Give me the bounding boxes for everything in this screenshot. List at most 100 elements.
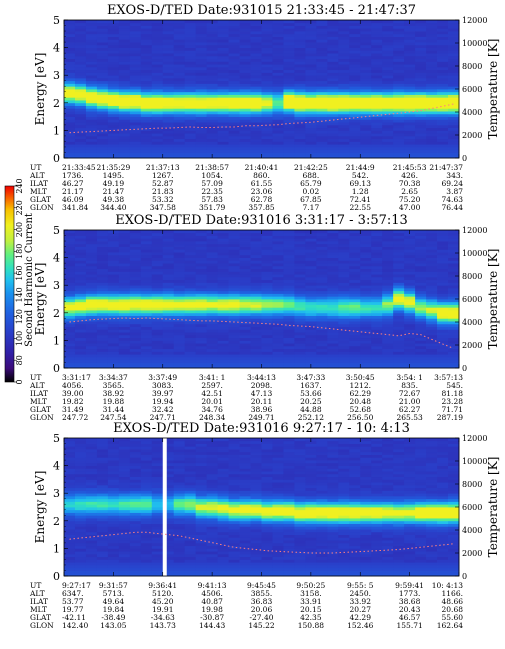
heatmap-cell [173,556,186,560]
heatmap-cell [64,94,76,98]
heatmap-cell [261,310,273,314]
heatmap-cell [250,512,262,516]
y-tick-label: 0 [53,152,60,165]
heatmap-cell [294,351,306,355]
heatmap-cell [437,359,449,363]
heatmap-cell [250,260,262,264]
heatmap-cell [85,254,98,258]
heatmap-cell [448,64,460,68]
heatmap-cell [327,61,339,65]
heatmap-cell [272,271,284,275]
heatmap-cell [85,61,98,65]
heatmap-cell [107,340,120,344]
heatmap-cell [85,299,98,303]
heatmap-cell [96,246,109,250]
heatmap-cell [173,235,186,239]
heatmap-cell [448,304,460,308]
heatmap-cell [195,337,208,341]
heatmap-cell [206,559,219,563]
heatmap-cell [74,329,87,333]
heatmap-cell [173,293,186,297]
heatmap-cell [206,66,219,71]
heatmap-cell [239,31,251,35]
heatmap-cell [184,315,197,319]
heatmap-cell [129,460,142,464]
heatmap-cell [415,72,427,76]
heatmap-cell [206,232,219,236]
heatmap-cell [96,490,109,494]
heatmap-cell [217,476,229,480]
heatmap-cell [261,356,273,361]
heatmap-cell [217,356,229,361]
heatmap-cell [217,343,229,347]
heatmap-cell [74,315,87,319]
heatmap-cell [118,471,131,475]
heatmap-cell [437,235,449,239]
y2-tick-label: 2000 [462,131,482,140]
heatmap-cell [261,138,273,142]
heatmap-cell [327,105,339,109]
heatmap-cell [217,238,229,242]
heatmap-cell [239,39,251,43]
heatmap-cell [272,479,284,483]
heatmap-cell [96,282,109,286]
heatmap-cell [371,86,383,90]
heatmap-cell [140,359,153,363]
heatmap-cell [327,124,339,129]
heatmap-cell [393,351,405,355]
heatmap-cell [107,100,120,104]
heatmap-cell [448,135,460,140]
heatmap-cell [415,340,427,344]
heatmap-cell [140,329,153,333]
heatmap-cell [64,274,76,278]
heatmap-cell [261,553,273,558]
heatmap-cell [118,94,131,98]
heatmap-cell [239,97,251,101]
heatmap-cell [162,495,175,500]
heatmap-cell [118,50,131,54]
heatmap-cell [250,44,262,48]
heatmap-cell [371,351,383,355]
heatmap-cell [129,562,142,566]
heatmap-cell [64,89,76,93]
heatmap-cell [173,567,186,571]
heatmap-cell [173,268,186,272]
heatmap-cell [448,263,460,267]
heatmap-cell [382,254,394,258]
heatmap-cell [85,345,98,350]
heatmap-cell [85,556,98,560]
heatmap-cell [85,91,98,95]
heatmap-cell [118,468,131,472]
heatmap-cell [294,66,306,71]
heatmap-cell [173,542,186,547]
heatmap-cell [173,42,186,46]
heatmap-cell [437,332,449,336]
heatmap-cell [250,457,262,461]
heatmap-cell [74,567,87,571]
heatmap-cell [283,141,295,145]
heatmap-cell [228,446,240,450]
heatmap-cell [184,529,197,533]
heatmap-cell [129,111,142,115]
heatmap-cell [173,473,186,478]
heatmap-cell [64,138,76,142]
heatmap-cell [393,257,405,261]
heatmap-cell [393,64,405,68]
heatmap-cell [96,232,109,236]
heatmap-cell [338,230,350,234]
heatmap-cell [228,476,240,480]
heatmap-cell [404,243,416,247]
heatmap-cell [162,47,175,51]
heatmap-cell [239,359,251,363]
heatmap-cell [393,340,405,344]
heatmap-cell [272,108,284,112]
heatmap-cell [85,504,98,508]
heatmap-cell [338,102,350,106]
heatmap-cell [129,334,142,339]
heatmap-cell [316,39,328,43]
heatmap-cell [426,122,438,126]
heatmap-cell [283,108,295,112]
heatmap-cell [74,356,87,361]
heatmap-cell [426,28,438,32]
heatmap-cell [195,482,208,486]
